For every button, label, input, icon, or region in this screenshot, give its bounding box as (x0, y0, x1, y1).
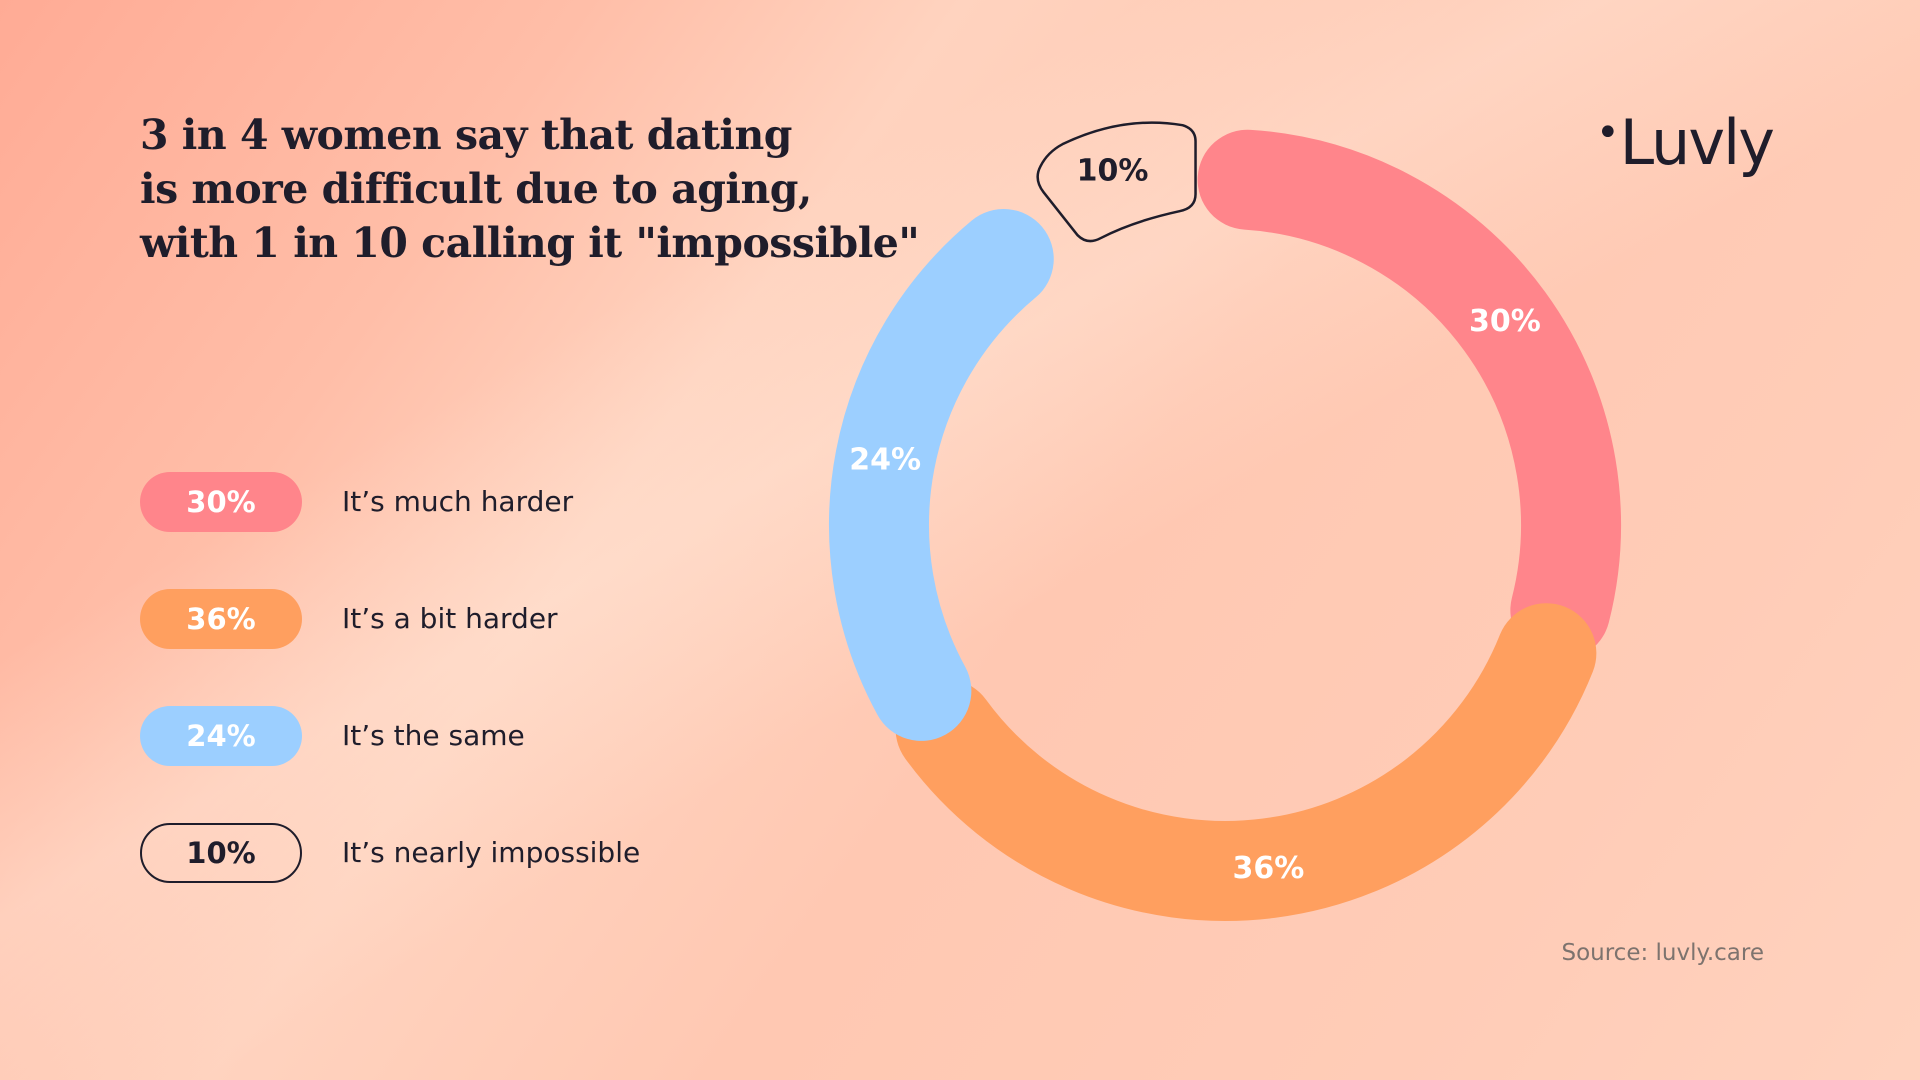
legend-label-nearly-impossible: It’s nearly impossible (342, 836, 641, 869)
legend-pill-nearly-impossible: 10% (140, 823, 302, 883)
donut-slice-it-s-much-harder (1197, 129, 1621, 661)
donut-slice-it-s-the-same (829, 208, 1054, 741)
legend-label-much-harder: It’s much harder (342, 485, 574, 518)
source-credit: Source: luvly.care (1561, 940, 1764, 966)
donut-label-it-s-nearly-impossible: 10% (1077, 154, 1149, 189)
legend-label-same: It’s the same (342, 719, 525, 752)
logo-dot: • (1596, 110, 1620, 156)
donut-label-it-s-the-same: 24% (849, 443, 921, 478)
chart-title: 3 in 4 women say that dating is more dif… (140, 108, 920, 270)
legend-pill-much-harder: 30% (140, 472, 302, 532)
donut-slice-it-s-nearly-impossible (1036, 121, 1197, 243)
title-line-1: 3 in 4 women say that dating (140, 111, 792, 159)
legend-label-bit-harder: It’s a bit harder (342, 602, 558, 635)
luvly-logo: •Luvly (1596, 106, 1775, 179)
nearly-impossible-badge-outline (1036, 121, 1197, 243)
title-line-3: with 1 in 10 calling it "impossible" (140, 219, 920, 267)
title-line-2: is more difficult due to aging, (140, 165, 812, 213)
donut-label-it-s-much-harder: 30% (1469, 304, 1541, 339)
logo-text: Luvly (1619, 106, 1775, 179)
legend-pill-same: 24% (140, 706, 302, 766)
donut-slice-it-s-a-bit-harder (895, 603, 1597, 921)
donut-label-it-s-a-bit-harder: 36% (1232, 851, 1304, 886)
legend-pill-bit-harder: 36% (140, 589, 302, 649)
